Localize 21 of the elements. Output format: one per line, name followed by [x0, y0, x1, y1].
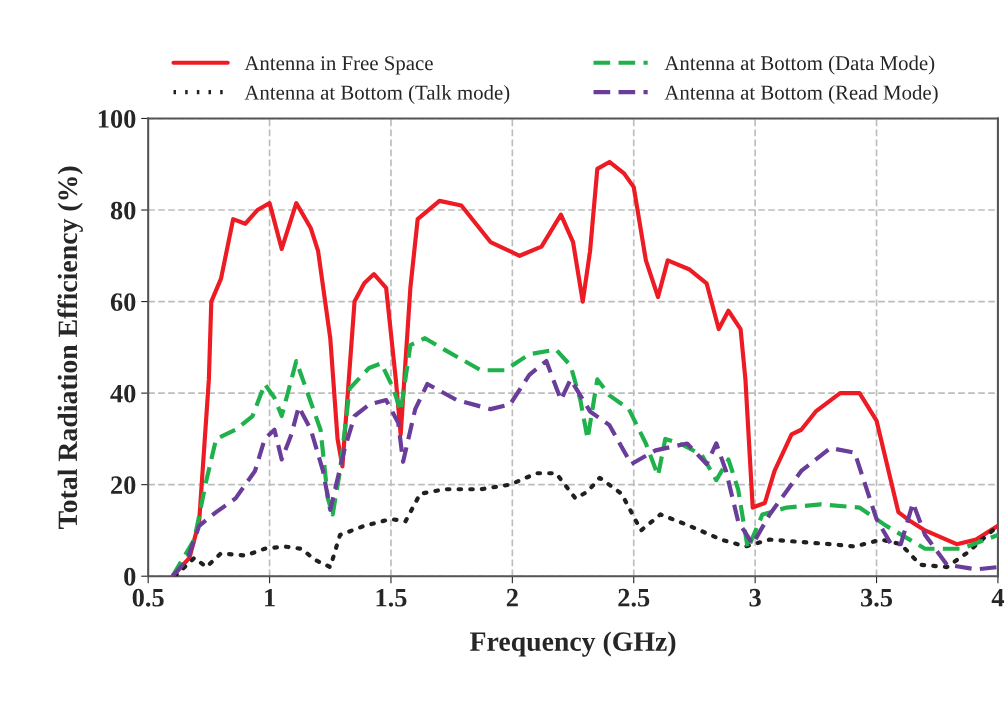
y-tick-label: 80 — [110, 201, 136, 220]
x-tick-label: 0.5 — [132, 588, 164, 607]
x-tick-label: 2.5 — [618, 588, 650, 607]
x-tick-label: 2 — [506, 588, 518, 607]
y-tick-label: 100 — [98, 110, 136, 128]
x-axis-title: Frequency (GHz) — [470, 631, 676, 657]
x-tick-label: 3 — [749, 588, 761, 607]
line-series — [170, 159, 998, 577]
y-tick-label: 40 — [110, 384, 136, 403]
y-tick-label: 60 — [110, 293, 136, 311]
x-tick-label: 1 — [265, 588, 275, 607]
legend-label: Antenna at Bottom (Read Mode) — [664, 84, 938, 104]
x-tick-label: 3.5 — [861, 588, 893, 607]
legend-label: Antenna at Bottom (Talk mode) — [244, 84, 510, 104]
legend-label: Antenna in Free Space — [244, 56, 433, 75]
x-tick-label: 1.5 — [376, 588, 407, 607]
y-tick-label: 20 — [111, 476, 136, 495]
x-tick-label: 4 — [991, 588, 1005, 607]
y-axis-title: Total Radiation Efficiency (%) — [57, 166, 83, 529]
y-tick-label: 0 — [124, 567, 136, 586]
legend-label: Antenna at Bottom (Data Mode) — [664, 55, 935, 75]
